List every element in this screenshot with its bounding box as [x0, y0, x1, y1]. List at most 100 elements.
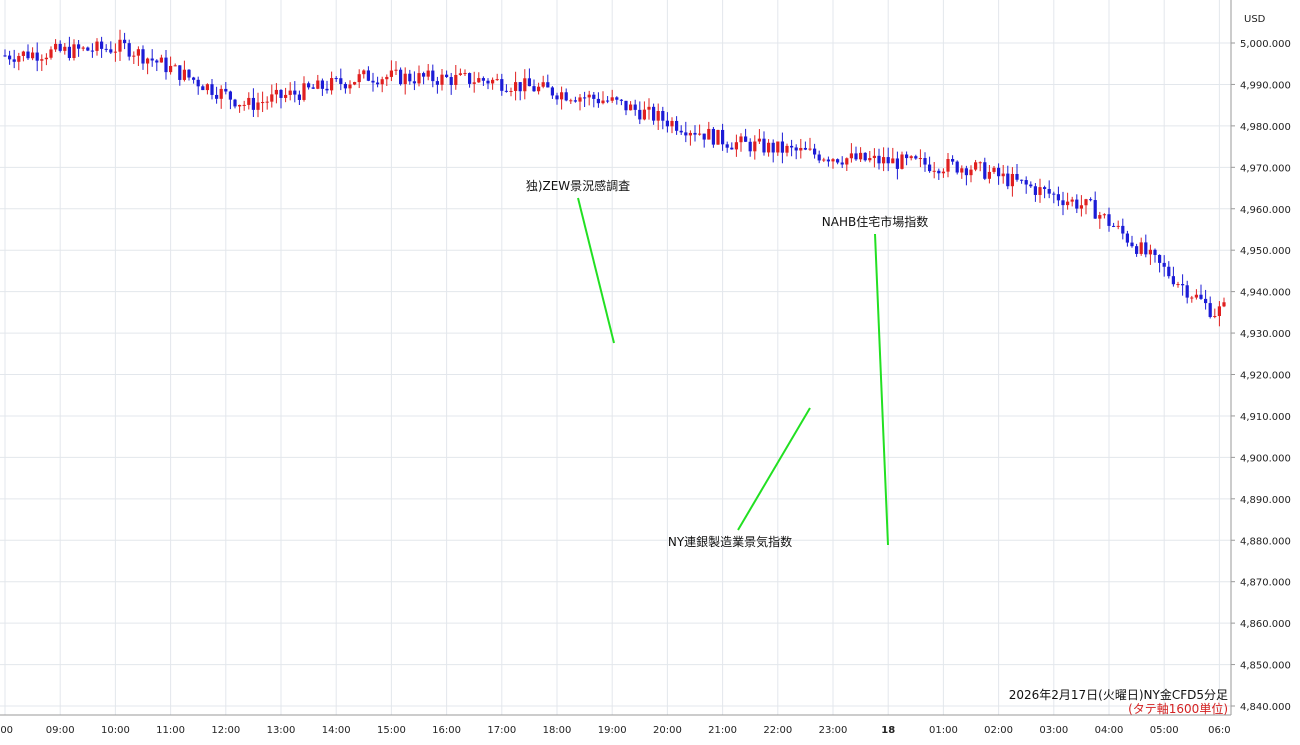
candle: [320, 78, 324, 96]
candle: [891, 147, 895, 164]
candle: [26, 44, 30, 60]
candle: [578, 94, 582, 111]
candle: [868, 150, 872, 163]
x-tick-label: 03:00: [1039, 725, 1068, 736]
candle: [118, 29, 122, 61]
candle: [1084, 198, 1088, 215]
candle: [817, 150, 821, 164]
candle: [477, 72, 481, 83]
candle: [1061, 191, 1065, 216]
candle: [431, 64, 435, 88]
candle: [403, 67, 407, 95]
candle: [146, 57, 150, 75]
y-axis-ticks: 5,000.000 4,990.000 4,980.000 4,970.000 4,96…: [1231, 39, 1291, 713]
candle: [790, 139, 794, 157]
candle: [1176, 281, 1180, 288]
candle: [90, 43, 94, 58]
candle: [1144, 234, 1148, 258]
y-tick-label: 4,870.000: [1240, 578, 1291, 589]
y-tick-label: 4,980.000: [1240, 122, 1291, 133]
grid: [0, 0, 1231, 715]
axis-unit-note: (タテ軸1600単位): [1128, 702, 1228, 716]
candle: [624, 100, 628, 116]
candle: [978, 161, 982, 172]
candle: [445, 70, 449, 78]
candle: [1171, 266, 1175, 287]
candle: [569, 98, 573, 104]
x-tick-label: 17:00: [487, 725, 516, 736]
candle: [297, 90, 301, 105]
candle: [1043, 185, 1047, 199]
candle: [215, 86, 219, 104]
candle: [1006, 165, 1010, 190]
candle: [537, 82, 541, 95]
y-tick-label: 4,840.000: [1240, 702, 1291, 713]
candle: [1089, 197, 1093, 202]
candle: [776, 141, 780, 156]
candle: [44, 53, 48, 66]
candle: [247, 92, 251, 110]
candle: [780, 132, 784, 164]
candle: [58, 40, 62, 53]
x-tick-label: 06:0: [1208, 725, 1230, 736]
candle: [877, 148, 881, 170]
candle: [1024, 176, 1028, 194]
y-tick-label: 4,890.000: [1240, 495, 1291, 506]
x-tick-label: :00: [0, 725, 13, 736]
candle: [923, 152, 927, 172]
candle: [532, 79, 536, 92]
candle: [1047, 180, 1051, 199]
x-tick-label: 21:00: [708, 725, 737, 736]
candle: [555, 92, 559, 105]
candle: [316, 74, 320, 90]
x-tick-label: 02:00: [984, 725, 1013, 736]
candle: [1190, 295, 1194, 303]
candle: [564, 88, 568, 102]
candle: [81, 46, 85, 52]
candle: [941, 168, 945, 178]
candle: [389, 60, 393, 82]
x-tick-label: 01:00: [929, 725, 958, 736]
annotation-leader-line: [737, 407, 811, 531]
candle: [803, 141, 807, 151]
candle: [242, 100, 246, 111]
candle: [458, 68, 462, 76]
candle: [946, 153, 950, 178]
candle: [141, 45, 145, 70]
candle: [882, 147, 886, 172]
candle: [426, 64, 430, 81]
candle: [711, 126, 715, 148]
candle: [652, 103, 656, 125]
candle: [734, 134, 738, 157]
candle: [767, 139, 771, 157]
candle: [100, 36, 104, 58]
candle: [164, 49, 168, 80]
candle: [762, 131, 766, 156]
candle: [909, 155, 913, 161]
candle: [256, 92, 260, 118]
y-tick-label: 4,950.000: [1240, 246, 1291, 257]
candle: [992, 166, 996, 174]
y-tick-label: 4,860.000: [1240, 619, 1291, 630]
candle: [95, 38, 99, 56]
candle: [997, 163, 1001, 185]
candle: [417, 65, 421, 87]
candle: [905, 151, 909, 166]
candle: [1208, 296, 1212, 319]
candle: [325, 80, 329, 94]
candle: [831, 158, 835, 169]
candle: [1098, 211, 1102, 229]
annotation-label: NY連銀製造業景気指数: [668, 534, 792, 549]
candle: [1056, 186, 1060, 207]
candle: [845, 157, 849, 171]
y-tick-label: 4,900.000: [1240, 453, 1291, 464]
candle: [951, 155, 955, 165]
candle: [583, 91, 587, 108]
candle: [523, 69, 527, 100]
x-tick-label: 05:00: [1150, 725, 1179, 736]
candle: [205, 83, 209, 95]
x-tick-label: 18: [881, 725, 895, 736]
candle: [504, 84, 508, 93]
candle: [937, 168, 941, 180]
candle: [872, 148, 876, 168]
